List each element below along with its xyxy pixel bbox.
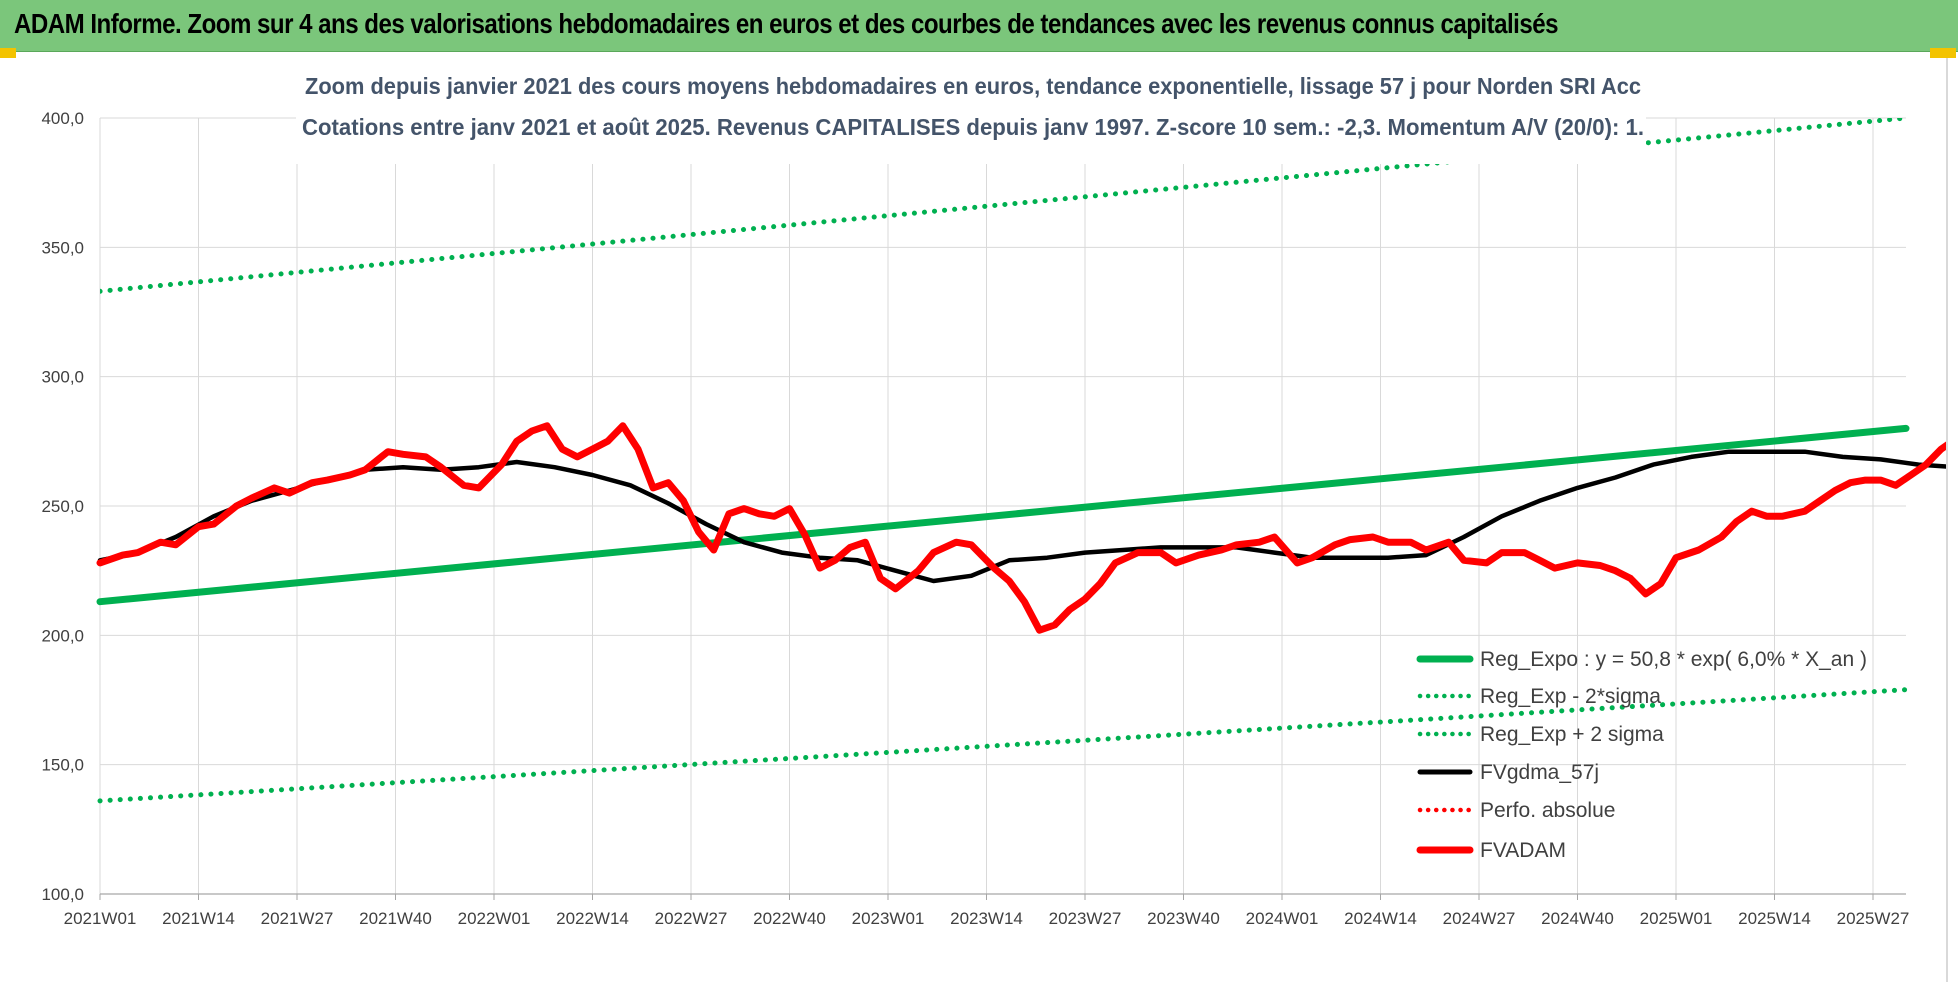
line-chart: 100,0 150,0 200,0 250,0 300,0 350,0 400,0 2021W… [41, 68, 1946, 928]
x-tick-label: 2023W14 [950, 909, 1023, 928]
x-tick-label: 2021W40 [359, 909, 432, 928]
y-tick-label: 400,0 [41, 109, 84, 128]
reg-exp-plus-2sigma-line [100, 118, 1906, 294]
x-tick-label: 2024W14 [1344, 909, 1417, 928]
x-tick-label: 2024W40 [1541, 909, 1614, 928]
report-header: ADAM Informe. Zoom sur 4 ans des valoris… [0, 0, 1958, 52]
legend: Reg_Expo : y = 50,8 * exp( 6,0% * X_an )… [1416, 648, 1867, 862]
legend-label: Perfo. absolue [1480, 799, 1615, 822]
x-tick-label: 2022W27 [655, 909, 728, 928]
x-tick-label: 2023W27 [1049, 909, 1122, 928]
grid [99, 117, 1906, 895]
legend-label: Reg_Exp - 2*sigma [1480, 685, 1661, 708]
chart-area: 100,0 150,0 200,0 250,0 300,0 350,0 400,0 2021W… [0, 48, 1956, 982]
handle-top-right [1930, 48, 1956, 58]
x-tick-label: 2025W01 [1640, 909, 1713, 928]
x-tick-label: 2023W01 [852, 909, 925, 928]
y-tick-label: 150,0 [41, 756, 84, 775]
reg-expo-line [96, 424, 1910, 606]
axes: 100,0 150,0 200,0 250,0 300,0 350,0 400,0 2021W… [41, 109, 1909, 928]
y-tick-label: 250,0 [41, 497, 84, 516]
legend-label: FVADAM [1480, 839, 1566, 862]
chart-title: Zoom depuis janvier 2021 des cours moyen… [296, 68, 1646, 164]
x-tick-label: 2022W40 [753, 909, 826, 928]
y-tick-label: 200,0 [41, 626, 84, 645]
handle-top-left [0, 48, 16, 58]
x-tick-label: 2022W14 [556, 909, 629, 928]
chart-title-line: Zoom depuis janvier 2021 des cours moyen… [305, 73, 1641, 99]
x-tick-label: 2025W27 [1837, 909, 1910, 928]
x-tick-label: 2021W27 [261, 909, 334, 928]
x-tick-label: 2024W01 [1246, 909, 1319, 928]
report-title: ADAM Informe. Zoom sur 4 ans des valoris… [14, 8, 1558, 39]
y-tick-label: 300,0 [41, 368, 84, 387]
legend-label: Reg_Exp + 2 sigma [1480, 723, 1664, 746]
x-tick-label: 2021W14 [162, 909, 235, 928]
chart-title-background [296, 68, 1646, 164]
x-tick-label: 2025W14 [1738, 909, 1811, 928]
legend-label: Reg_Expo : y = 50,8 * exp( 6,0% * X_an ) [1480, 648, 1867, 671]
y-tick-label: 100,0 [41, 885, 84, 904]
x-tick-label: 2021W01 [64, 909, 137, 928]
x-tick-label: 2023W40 [1147, 909, 1220, 928]
fvadam-line [96, 422, 1946, 634]
y-tick-label: 350,0 [41, 238, 84, 257]
chart-title-line: Cotations entre janv 2021 et août 2025. … [302, 114, 1644, 140]
series [96, 118, 1946, 804]
reg-exp-minus-2sigma-line [97, 687, 1909, 804]
fvgdma-57j-line [97, 449, 1946, 584]
x-tick-label: 2022W01 [458, 909, 531, 928]
legend-label: FVgdma_57j [1480, 761, 1599, 784]
x-tick-label: 2024W27 [1443, 909, 1516, 928]
